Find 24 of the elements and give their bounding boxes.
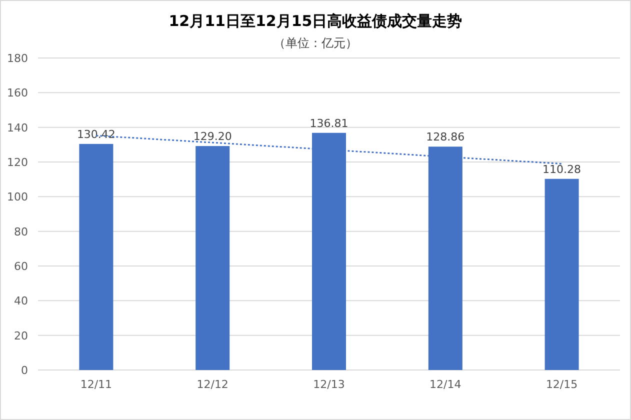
y-tick-label: 120 xyxy=(7,156,28,169)
x-tick-label: 12/11 xyxy=(80,378,112,391)
y-tick-label: 160 xyxy=(7,86,28,100)
data-label: 129.20 xyxy=(193,130,232,144)
data-label: 130.42 xyxy=(76,128,116,141)
y-tick-label: 0 xyxy=(21,364,28,377)
data-label: 128.86 xyxy=(426,130,465,144)
y-tick-label: 60 xyxy=(14,260,28,273)
bar xyxy=(79,144,114,370)
x-tick-label: 12/15 xyxy=(546,378,578,391)
bar xyxy=(544,178,579,370)
y-tick-label: 40 xyxy=(14,294,28,308)
data-label: 136.81 xyxy=(310,116,348,130)
chart-title: 12月11日至12月15日高收益债成交量走势 xyxy=(168,12,462,30)
x-tick-label: 12/12 xyxy=(196,378,228,391)
x-tick-label: 12/13 xyxy=(313,378,345,391)
y-tick-label: 100 xyxy=(7,190,28,204)
x-tick-label: 12/14 xyxy=(430,378,462,391)
y-tick-label: 180 xyxy=(7,52,28,65)
y-tick-label: 20 xyxy=(14,329,28,342)
y-tick-label: 80 xyxy=(14,225,28,238)
data-label: 110.28 xyxy=(542,162,582,176)
y-tick-label: 140 xyxy=(7,121,28,134)
chart-subtitle: （单位：亿元） xyxy=(274,36,358,50)
